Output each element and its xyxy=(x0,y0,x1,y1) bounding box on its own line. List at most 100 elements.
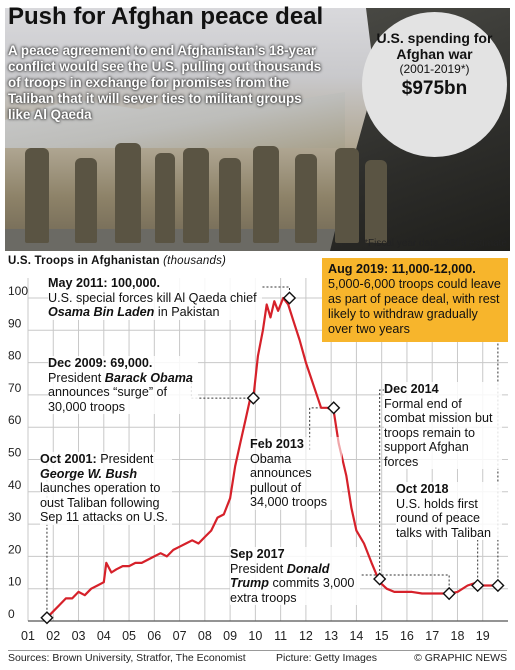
event-marker xyxy=(471,578,485,593)
soldier xyxy=(295,154,317,243)
soldier xyxy=(365,160,387,243)
x-tick-label: 11 xyxy=(274,629,287,643)
x-tick-label: 08 xyxy=(198,629,212,643)
event-marker xyxy=(327,401,341,415)
chart-title: U.S. Troops in Afghanistan (thousands) xyxy=(8,255,226,267)
annotation-dec-2014: Dec 2014 Formal end of combat mission bu… xyxy=(384,382,502,469)
annotation-oct-2001-head: Oct 2001: xyxy=(40,452,97,466)
annotation-aug-2019-body: 5,000-6,000 troops could leave as part o… xyxy=(328,277,501,336)
x-tick-label: 07 xyxy=(173,629,187,643)
annotation-dec-2009: Dec 2009: 69,000. President Barack Obama… xyxy=(48,356,198,414)
annotation-dec-2009-name: Barack Obama xyxy=(104,370,193,385)
event-marker xyxy=(442,586,456,601)
footer-divider xyxy=(8,650,507,651)
annotation-dec-2009-pre: President xyxy=(48,370,102,385)
event-marker xyxy=(246,391,260,405)
annotation-may-2011-body: U.S. special forces kill Al Qaeda chief xyxy=(48,290,257,305)
spending-label: U.S. spending for Afghan war xyxy=(376,30,493,62)
y-tick-label: 80 xyxy=(8,349,22,363)
leader-sep-2017 xyxy=(360,574,450,594)
leader-dec-2014 xyxy=(379,389,384,580)
annotation-dec-2009-head: Dec 2009: 69,000. xyxy=(48,356,153,370)
x-tick-label: 02 xyxy=(46,629,60,643)
annotation-feb-2013-head: Feb 2013 xyxy=(250,437,304,451)
annotation-may-2011-head: May 2011: 100,000. xyxy=(48,276,161,290)
series-layer xyxy=(46,296,503,619)
chart-title-text: U.S. Troops in Afghanistan xyxy=(8,255,160,267)
x-tick-label: 16 xyxy=(400,629,414,643)
x-tick-label: 19 xyxy=(476,629,490,643)
picture-credit: Picture: Getty Images xyxy=(276,652,377,664)
annotation-dec-2014-head: Dec 2014 xyxy=(384,382,439,396)
annotation-dec-2009-body: announces “surge” of 30,000 troops xyxy=(48,385,168,414)
page-title: Push for Afghan peace deal xyxy=(8,3,324,30)
y-tick-label: 30 xyxy=(8,510,22,524)
x-tick-label: 17 xyxy=(425,629,439,643)
annotation-feb-2013-body: Obama announces pullout of 34,000 troops xyxy=(250,451,328,510)
annotation-sep-2017: Sep 2017 President Donald Trump commits … xyxy=(230,547,360,605)
annotation-sep-2017-pre: President xyxy=(230,561,284,576)
y-tick-label: 60 xyxy=(8,413,22,427)
soldier xyxy=(219,158,241,243)
chart-unit: (thousands) xyxy=(163,255,227,267)
annotation-aug-2019-head: Aug 2019: 11,000-12,000. xyxy=(328,262,476,276)
annotation-sep-2017-head: Sep 2017 xyxy=(230,547,285,561)
intro-text: A peace agreement to end Afghanistan’s 1… xyxy=(8,43,322,122)
publisher-credit: © GRAPHIC NEWS xyxy=(414,652,507,664)
y-tick-label: 90 xyxy=(8,316,22,330)
y-tick-label: 10 xyxy=(8,575,22,589)
x-tick-label: 12 xyxy=(299,629,313,643)
x-tick-label: 04 xyxy=(97,629,111,643)
y-tick-label: 20 xyxy=(8,542,22,556)
leader-may-2011 xyxy=(262,286,290,298)
x-tick-labels: 01 02 03 04 05 06 07 08 09 10 11 12 13 14 15 16 17 18 19 xyxy=(21,629,490,643)
x-tick-label: 10 xyxy=(248,629,262,643)
troop-line xyxy=(46,296,503,619)
x-tick-label: 06 xyxy=(147,629,161,643)
event-marker xyxy=(40,611,54,625)
event-marker xyxy=(491,578,505,593)
soldier xyxy=(155,153,175,243)
spending-amount: $975bn xyxy=(401,78,468,99)
annotation-dec-2014-body: Formal end of combat mission but troops … xyxy=(384,396,493,469)
y-tick-label: 70 xyxy=(8,381,22,395)
y-tick-label: 100 xyxy=(8,284,28,298)
y-tick-label: 0 xyxy=(8,607,15,621)
annotation-may-2011: May 2011: 100,000. U.S. special forces k… xyxy=(48,276,262,320)
x-tick-label: 18 xyxy=(451,629,465,643)
event-marker xyxy=(373,572,387,586)
y-tick-label: 50 xyxy=(8,446,22,460)
soldier xyxy=(115,143,141,243)
soldier xyxy=(335,148,359,243)
annotation-sep-2017-body: commits 3,000 extra troops xyxy=(230,576,355,605)
marker-layer xyxy=(40,291,505,625)
soldier xyxy=(183,148,209,243)
x-tick-label: 01 xyxy=(21,629,35,643)
x-tick-label: 09 xyxy=(223,629,237,643)
annotation-oct-2018: Oct 2018 U.S. holds first round of peace… xyxy=(396,482,502,540)
soldier xyxy=(25,148,49,243)
spending-circle: U.S. spending for Afghan war (2001-2019*… xyxy=(362,12,507,157)
annotation-oct-2018-head: Oct 2018 xyxy=(396,482,449,496)
annotation-sep-2017-name: Donald Trump xyxy=(230,561,330,591)
annotation-aug-2019: Aug 2019: 11,000-12,000. 5,000-6,000 tro… xyxy=(322,258,508,342)
spending-period: (2001-2019*) xyxy=(399,62,470,76)
annotation-feb-2013: Feb 2013 Obama announces pullout of 34,0… xyxy=(250,437,342,510)
annotation-oct-2001-body: launches operation to oust Taliban follo… xyxy=(40,481,168,524)
soldier xyxy=(75,158,97,243)
event-marker xyxy=(282,291,297,305)
y-tick-labels: 0 10 20 30 40 50 60 70 80 90 100 xyxy=(8,284,28,621)
annotation-may-2011-tail: in Pakistan xyxy=(157,305,220,319)
annotation-oct-2001: Oct 2001: President George W. Bush launc… xyxy=(40,452,172,525)
x-tick-label: 13 xyxy=(324,629,338,643)
annotation-oct-2018-body: U.S. holds first round of peace talks wi… xyxy=(396,496,491,540)
annotation-may-2011-name: Osama Bin Laden xyxy=(48,305,155,319)
y-tick-label: 40 xyxy=(8,478,22,492)
x-tick-label: 15 xyxy=(375,629,389,643)
sources-credit: Sources: Brown University, Stratfor, The… xyxy=(8,652,246,664)
fiscal-note: *Fiscal year data. 2019 estimate xyxy=(364,238,507,249)
x-tick-label: 05 xyxy=(122,629,136,643)
x-tick-label: 03 xyxy=(72,629,86,643)
annotation-oct-2001-pre: President xyxy=(100,452,154,466)
soldier xyxy=(253,146,279,243)
